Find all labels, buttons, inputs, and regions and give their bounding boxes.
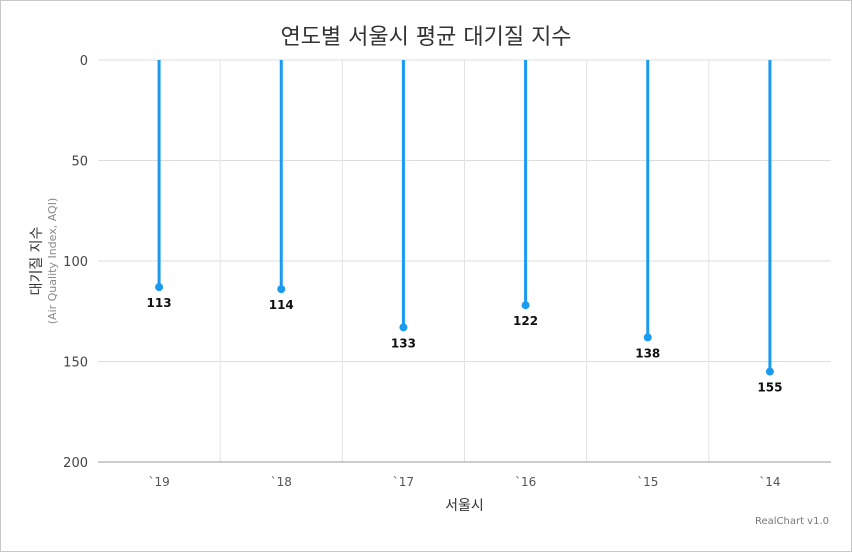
- y-tick-label: 100: [63, 255, 88, 270]
- grid-lines: [98, 59, 831, 463]
- data-label: 138: [635, 346, 660, 360]
- y-tick-label: 50: [71, 155, 88, 170]
- data-label: 113: [147, 296, 172, 310]
- x-tick-label: `19: [148, 475, 169, 489]
- lollipop-point: [155, 283, 164, 292]
- y-tick-label: 0: [80, 54, 88, 69]
- x-tick-label: `16: [515, 475, 536, 489]
- y-tick-label: 150: [63, 356, 88, 371]
- data-label: 122: [513, 314, 538, 328]
- x-tick-label: `15: [637, 475, 658, 489]
- x-tick-label: `18: [271, 475, 292, 489]
- data-label: 114: [269, 298, 294, 312]
- x-axis-ticks: `19 `18 `17 `16 `15 `14: [148, 475, 780, 489]
- x-tick-label: `17: [393, 475, 414, 489]
- lollipop-point: [765, 367, 774, 376]
- x-tick-label: `14: [759, 475, 780, 489]
- lollipop-point: [277, 285, 286, 294]
- y-axis-title: 대기질 지수: [29, 226, 45, 295]
- data-label: 133: [391, 336, 416, 350]
- data-label: 155: [757, 381, 782, 395]
- y-tick-label: 200: [63, 456, 88, 471]
- chart-marks: [155, 60, 774, 376]
- lollipop-point: [643, 333, 652, 342]
- lollipop-point: [399, 323, 408, 332]
- y-axis-ticks: 0 50 100 150 200: [63, 54, 88, 471]
- x-axis-title: 서울시: [445, 498, 484, 514]
- y-axis-title-group: 대기질 지수 (Air Quality Index, AQI): [29, 198, 59, 325]
- lollipop-point: [521, 301, 530, 310]
- y-axis-subtitle: (Air Quality Index, AQI): [46, 198, 59, 325]
- chart-title: 연도별 서울시 평균 대기질 지수: [280, 25, 572, 50]
- data-labels: 113 114 133 122 138 155: [147, 296, 783, 394]
- credits-text: RealChart v1.0: [754, 516, 829, 527]
